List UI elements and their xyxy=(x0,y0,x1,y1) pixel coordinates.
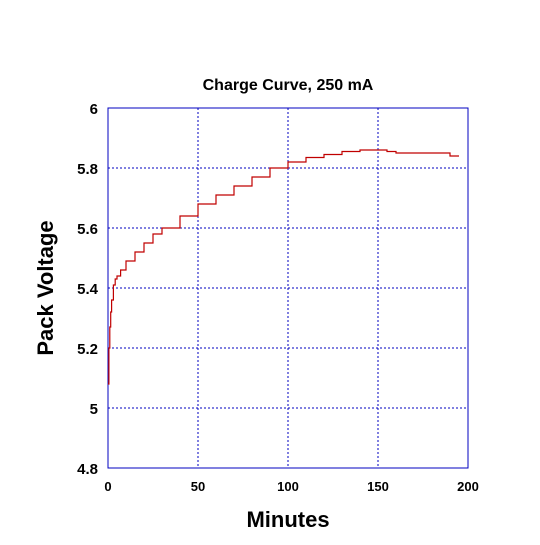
chart-title: Charge Curve, 250 mA xyxy=(203,77,374,94)
y-tick-label: 5.2 xyxy=(77,341,98,358)
y-tick-label: 6 xyxy=(90,101,98,118)
y-tick-label: 5 xyxy=(90,401,98,418)
y-tick-labels: 4.8 5 5.2 5.4 5.6 5.8 6 xyxy=(77,101,99,478)
x-tick-labels: 0 50 100 150 200 xyxy=(104,479,478,494)
plot-frame xyxy=(107,107,469,469)
y-tick-label: 5.4 xyxy=(77,281,99,298)
x-axis-label: Minutes xyxy=(246,507,329,532)
y-tick-label: 4.8 xyxy=(77,461,98,478)
y-tick-label: 5.6 xyxy=(77,221,98,238)
series-line xyxy=(108,149,459,385)
series-layer xyxy=(108,149,459,385)
x-tick-label: 200 xyxy=(457,479,479,494)
y-tick-label: 5.8 xyxy=(77,161,98,178)
x-tick-label: 50 xyxy=(191,479,205,494)
y-axis-label: Pack Voltage xyxy=(33,220,58,355)
x-tick-label: 150 xyxy=(367,479,389,494)
x-tick-label: 100 xyxy=(277,479,299,494)
x-tick-label: 0 xyxy=(104,479,111,494)
